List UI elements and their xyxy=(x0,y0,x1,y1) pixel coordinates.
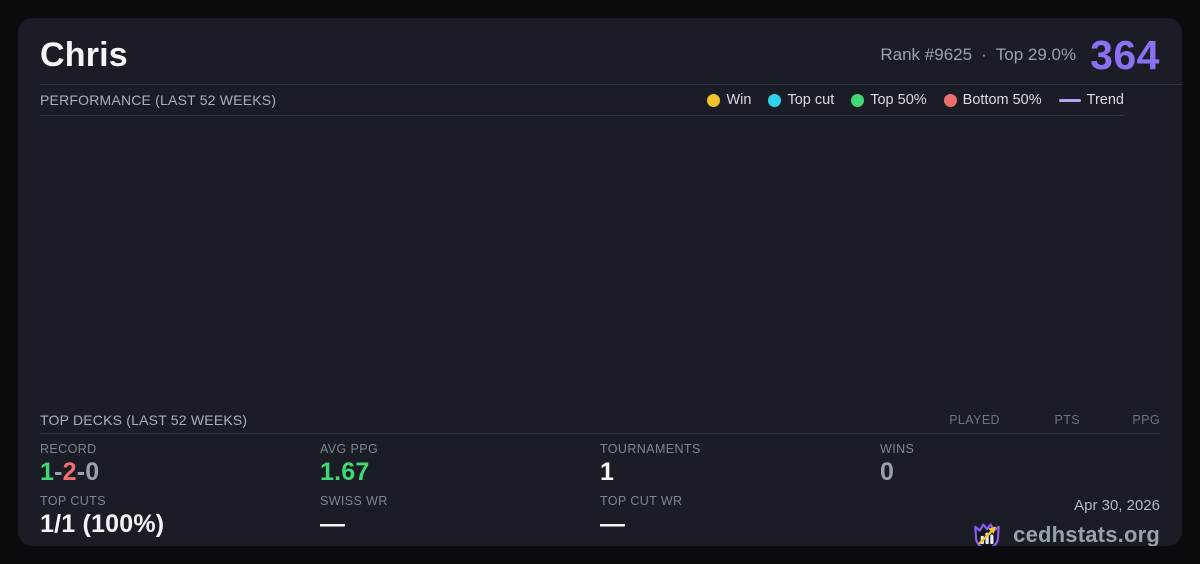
tournaments-value: 1 xyxy=(600,458,615,486)
record-value: 1-2-0 xyxy=(40,460,320,485)
top-50-legend-dot-icon xyxy=(851,93,865,107)
stat-swiss-wr: SWISS WR — xyxy=(320,494,600,546)
top-decks-header-row: TOP DECKS (LAST 52 WEEKS) PLAYED PTS PPG xyxy=(40,407,1160,434)
card-header: Chris Rank #9625 · Top 29.0% 364 xyxy=(40,18,1182,85)
column-header-played: PLAYED xyxy=(949,413,1000,427)
performance-section-title: PERFORMANCE (LAST 52 WEEKS) xyxy=(40,92,277,108)
avg-ppg-value: 1.67 xyxy=(320,458,370,486)
swiss-wr-value: — xyxy=(320,510,346,538)
stat-label: WINS xyxy=(880,442,915,456)
top-percent-text: Top 29.0% xyxy=(995,45,1077,64)
date-text: Apr 30, 2026 xyxy=(1074,497,1160,514)
top-decks-column-headers: PLAYED PTS PPG xyxy=(920,413,1160,427)
site-name: cedhstats.org xyxy=(1013,522,1160,546)
stat-top-cut-wr: TOP CUT WR — xyxy=(600,494,880,546)
stat-top-cuts: TOP CUTS 1/1 (100%) xyxy=(40,494,320,546)
stat-tournaments: TOURNAMENTS 1 xyxy=(600,442,880,494)
top-cut-wr-value: — xyxy=(600,510,626,538)
rank-separator: · xyxy=(981,45,987,64)
stats-grid: RECORD 1-2-0 AVG PPG 1.67 TOURNAMENTS 1 … xyxy=(40,434,1160,546)
legend-item-trend: Trend xyxy=(1058,92,1124,108)
page-title: Chris xyxy=(40,35,128,74)
rank-line: Rank #9625 · Top 29.0% xyxy=(880,45,1076,65)
legend-item-top-cut: Top cut xyxy=(768,92,834,108)
top-decks-section-title: TOP DECKS (LAST 52 WEEKS) xyxy=(40,412,248,428)
rank-text: Rank #9625 xyxy=(880,45,973,64)
trend-line-icon xyxy=(1058,98,1081,102)
legend-label: Win xyxy=(726,92,752,108)
stat-label: RECORD xyxy=(40,442,97,456)
rank-summary: Rank #9625 · Top 29.0% 364 xyxy=(880,31,1160,78)
bottom-50-legend-dot-icon xyxy=(943,93,957,107)
stat-avg-ppg: AVG PPG 1.67 xyxy=(320,442,600,494)
column-header-ppg: PPG xyxy=(1132,413,1160,427)
record-losses: 2 xyxy=(62,458,77,486)
record-draws: 0 xyxy=(85,458,100,486)
player-stats-card: Chris Rank #9625 · Top 29.0% 364 PERFORM… xyxy=(18,18,1182,546)
performance-chart xyxy=(18,116,1182,407)
stat-label: TOURNAMENTS xyxy=(600,442,701,456)
legend-label: Trend xyxy=(1086,92,1124,108)
legend-item-win: Win xyxy=(707,92,751,108)
legend-item-top-50: Top 50% xyxy=(851,92,927,108)
legend-label: Bottom 50% xyxy=(962,92,1042,108)
footer-brand-block: Apr 30, 2026 cedhstats.org xyxy=(880,494,1160,546)
top-cuts-value: 1/1 (100%) xyxy=(40,510,165,538)
stat-record: RECORD 1-2-0 xyxy=(40,442,320,494)
stat-label: TOP CUT WR xyxy=(600,494,683,508)
stat-label: AVG PPG xyxy=(320,442,379,456)
chart-legend: Win Top cut Top 50% Bottom 50% Trend xyxy=(707,92,1124,108)
legend-item-bottom-50: Bottom 50% xyxy=(943,92,1042,108)
record-wins: 1 xyxy=(40,458,55,486)
wins-value: 0 xyxy=(880,458,895,486)
stat-label: SWISS WR xyxy=(320,494,388,508)
record-separator: - xyxy=(76,458,86,486)
stat-label: TOP CUTS xyxy=(40,494,106,508)
cedhstats-logo-icon xyxy=(974,523,1000,546)
brand: cedhstats.org xyxy=(969,517,1160,546)
stat-wins: WINS 0 xyxy=(880,442,1160,494)
score-value: 364 xyxy=(1090,31,1160,78)
column-header-pts: PTS xyxy=(1054,413,1080,427)
win-legend-dot-icon xyxy=(707,93,721,107)
legend-label: Top 50% xyxy=(870,92,927,108)
top-cut-legend-dot-icon xyxy=(768,93,782,107)
performance-header-row: PERFORMANCE (LAST 52 WEEKS) Win Top cut … xyxy=(40,85,1124,116)
legend-label: Top cut xyxy=(787,92,835,108)
record-separator: - xyxy=(54,458,63,486)
